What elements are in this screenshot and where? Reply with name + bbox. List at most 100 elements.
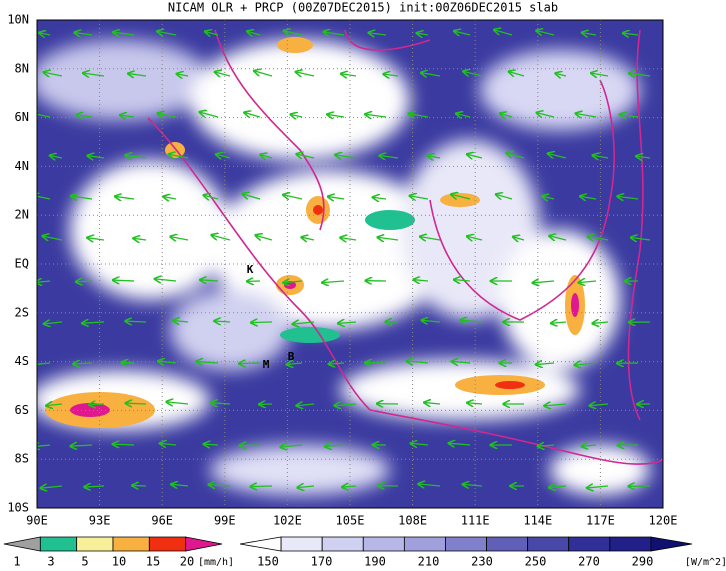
legend-tick: 20: [180, 555, 194, 569]
legend-swatch: [486, 536, 529, 552]
wind-arrow: [160, 443, 177, 445]
wind-arrow: [158, 113, 177, 117]
wind-arrow: [328, 197, 345, 199]
wind-arrow: [384, 74, 399, 76]
legend-tick: 290: [632, 555, 654, 569]
wind-arrow: [177, 74, 189, 76]
wind-arrow: [247, 31, 261, 35]
wind-arrow: [297, 154, 315, 158]
legend-swatch: [112, 536, 150, 552]
wind-arrow: [215, 72, 231, 76]
lon-label: 117E: [586, 514, 615, 528]
wind-arrow: [167, 402, 189, 404]
wind-arrow: [291, 114, 303, 117]
legend-tick: 230: [471, 555, 493, 569]
wind-arrow: [196, 362, 219, 363]
wind-arrow: [37, 362, 51, 365]
wind-arrow: [369, 33, 387, 35]
wind-arrow: [556, 73, 567, 76]
legend-swatch: [321, 536, 364, 552]
wind-arrow: [287, 363, 303, 364]
wind-arrow: [580, 196, 597, 199]
wind-arrow: [538, 445, 555, 446]
legend-swatch: [3, 536, 41, 552]
station-marker: M: [263, 358, 270, 371]
wind-arrow: [329, 363, 345, 364]
wind-arrow: [618, 196, 639, 199]
grid: [37, 20, 663, 508]
wind-arrow: [212, 235, 231, 241]
lat-label: EQ: [15, 257, 29, 271]
wind-arrow: [452, 361, 471, 363]
wind-arrow: [284, 31, 303, 35]
wind-arrow: [582, 33, 597, 35]
wind-arrow: [587, 486, 609, 488]
legend-tick: 150: [257, 555, 279, 569]
wind-arrow: [454, 31, 471, 35]
lat-label: 10N: [7, 13, 29, 27]
legend-swatch: [609, 536, 652, 552]
wind-arrow: [327, 114, 345, 117]
wind-arrow: [281, 445, 303, 447]
wind-arrow: [50, 156, 63, 158]
wind-arrow: [37, 195, 51, 199]
wind-arrow: [113, 444, 135, 445]
legend-unit: [mm/h]: [198, 557, 234, 568]
wind-arrow: [240, 445, 261, 446]
wind-arrow: [467, 154, 483, 158]
lat-label: 6S: [15, 403, 29, 417]
legend-swatch: [239, 536, 282, 552]
wind-arrow: [537, 31, 555, 35]
wind-arrow: [239, 363, 261, 364]
station-marker: K: [247, 263, 254, 276]
wind-arrow: [164, 197, 177, 199]
wind-arrow: [324, 32, 345, 35]
wind-arrow: [591, 73, 609, 76]
wind-arrow: [46, 404, 63, 406]
wind-arrow: [254, 71, 273, 77]
wind-arrow: [209, 485, 231, 486]
wind-arrow: [132, 485, 147, 486]
wind-arrow: [424, 403, 441, 404]
wind-arrow: [200, 112, 219, 118]
wind-arrow: [542, 196, 555, 199]
lon-label: 114E: [523, 514, 552, 528]
wind-arrow: [409, 114, 429, 117]
wind-arrow: [467, 236, 483, 240]
legend-tick: 170: [311, 555, 333, 569]
lat-label: 8S: [15, 452, 29, 466]
lon-label: 120E: [649, 514, 678, 528]
cloud-field: [37, 40, 650, 495]
station-marker: B: [288, 350, 295, 363]
map-area: [37, 20, 663, 508]
legend-swatch: [39, 536, 78, 552]
wind-arrow: [113, 280, 135, 281]
wind-arrow: [411, 443, 429, 445]
legend-unit: [W/m^2]: [685, 557, 726, 568]
wind-arrow: [169, 154, 189, 158]
legend-swatch: [650, 536, 693, 552]
lon-label: 96E: [151, 514, 173, 528]
wind-arrow: [623, 33, 639, 35]
wind-arrow: [215, 321, 231, 322]
legend-swatch: [403, 536, 446, 552]
lat-label: 6N: [15, 110, 29, 124]
wind-arrow: [342, 486, 357, 487]
wind-arrow: [548, 154, 567, 158]
wind-arrow: [582, 445, 597, 446]
lon-label: 111E: [461, 514, 490, 528]
wind-arrow: [414, 280, 429, 281]
wind-arrow: [113, 32, 135, 35]
wind-arrow: [451, 194, 471, 199]
lat-label: 10S: [7, 501, 29, 515]
wind-arrow: [588, 237, 609, 240]
legend-swatch: [527, 536, 570, 552]
wind-arrow: [593, 322, 609, 323]
wind-arrow: [126, 155, 147, 158]
wind-arrow: [243, 194, 261, 200]
lon-label: 93E: [89, 514, 111, 528]
wind-arrow: [380, 156, 399, 158]
legend-swatch: [445, 536, 487, 552]
legend-swatch: [185, 536, 223, 552]
wind-arrow: [120, 115, 135, 117]
